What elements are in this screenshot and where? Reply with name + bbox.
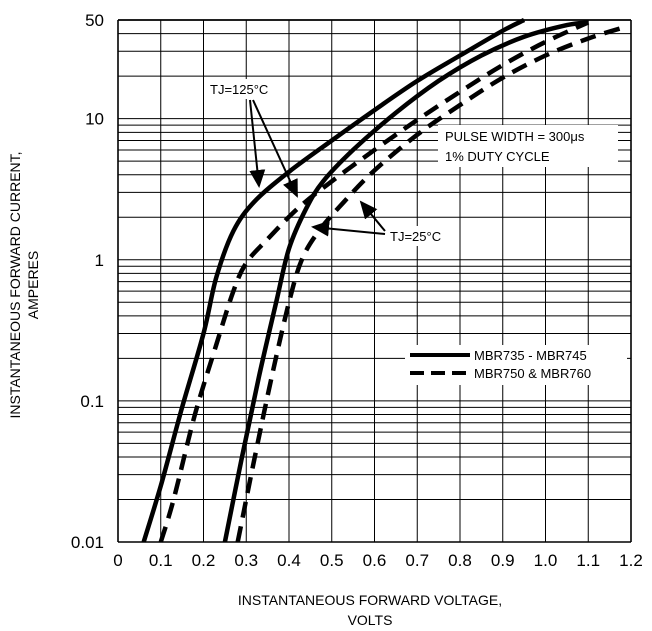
- tj25-arrow-b: [359, 200, 386, 232]
- series-line-solid-125: [141, 17, 526, 543]
- x-tick-label: 1.1: [576, 551, 600, 570]
- x-tick-label: 0.7: [405, 551, 429, 570]
- grid: [117, 19, 632, 543]
- pulse-note-background: [438, 125, 618, 167]
- tj125-arrow-b: [252, 99, 298, 198]
- duty-cycle-note: 1% DUTY CYCLE: [445, 149, 550, 164]
- tick-labels: 0 0.1 0.2 0.3 0.4 0.5 0.6 0.7 0.8 0.9 1.0 1.1 1.2 0.0…: [71, 11, 643, 570]
- y-tick-label: 10: [85, 110, 104, 129]
- x-tick-label: 0.6: [363, 551, 387, 570]
- x-axis-title-line2: VOLTS: [348, 612, 393, 628]
- series-line-dashed-25: [235, 24, 628, 543]
- tj125-label-background: [205, 79, 283, 99]
- y-tick-label: 1: [95, 251, 104, 270]
- x-tick-label: 0.3: [234, 551, 258, 570]
- x-tick-label: 0.5: [320, 551, 344, 570]
- y-axis-title-line1: INSTANTANEOUS FORWARD CURRENT,: [7, 151, 23, 418]
- tj25-arrow-a: [311, 220, 386, 237]
- tj125-label: TJ=125°C: [210, 82, 268, 97]
- y-tick-label: 0.01: [71, 533, 104, 552]
- legend-dashed-label: MBR750 & MBR760: [474, 366, 591, 381]
- series-curves: [141, 17, 628, 543]
- x-tick-label: 0: [113, 551, 122, 570]
- y-tick-label: 0.1: [80, 392, 104, 411]
- x-tick-label: 0.2: [192, 551, 216, 570]
- series-line-solid-25: [222, 20, 589, 543]
- tj25-label-background: [385, 226, 457, 246]
- series-line-dashed-125: [158, 20, 590, 543]
- tj125-arrow-a: [249, 99, 266, 188]
- legend-background: [405, 345, 627, 385]
- tj25-label: TJ=25°C: [390, 229, 441, 244]
- x-tick-label: 0.4: [277, 551, 301, 570]
- pulse-width-note: PULSE WIDTH = 300μs: [445, 129, 585, 144]
- x-tick-label: 0.1: [149, 551, 173, 570]
- x-tick-label: 0.9: [491, 551, 515, 570]
- x-tick-label: 1.0: [534, 551, 558, 570]
- legend-solid-label: MBR735 - MBR745: [474, 348, 587, 363]
- y-tick-label: 50: [85, 11, 104, 30]
- x-axis-title-line1: INSTANTANEOUS FORWARD VOLTAGE,: [238, 592, 502, 608]
- x-tick-label: 1.2: [619, 551, 643, 570]
- y-axis-title-line2: AMPERES: [25, 251, 41, 319]
- x-tick-label: 0.8: [448, 551, 472, 570]
